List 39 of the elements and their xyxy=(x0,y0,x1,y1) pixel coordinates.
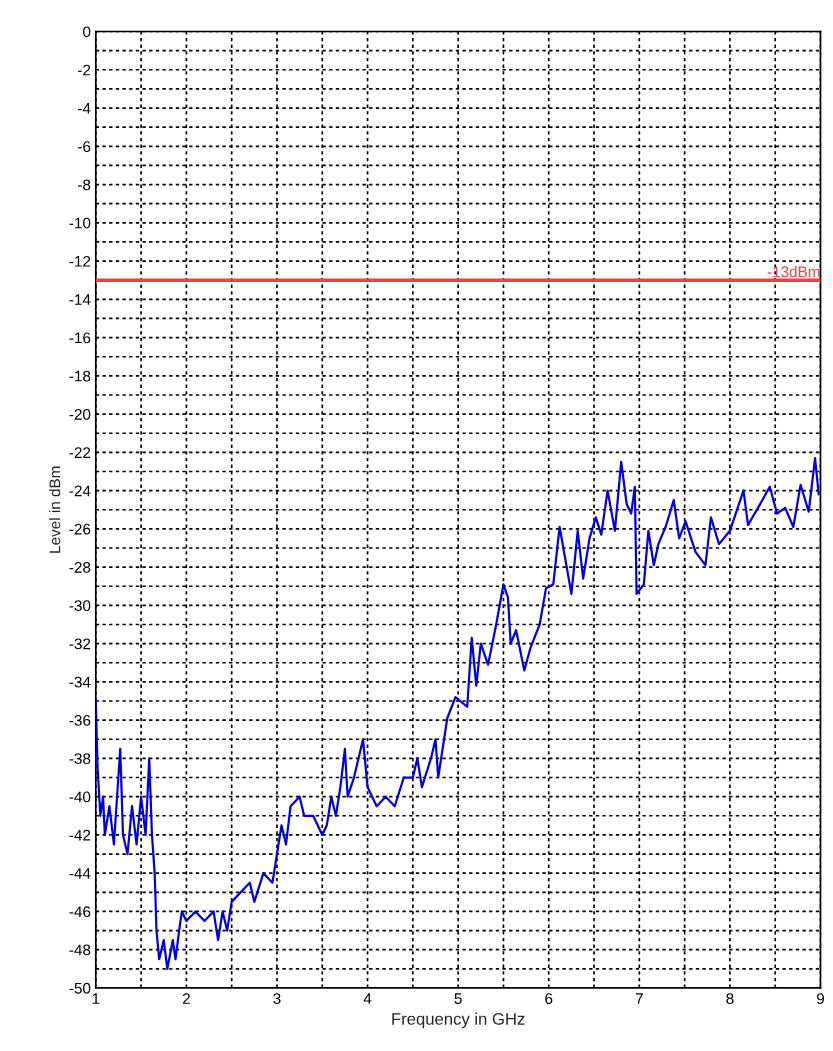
x-tick-label: 5 xyxy=(454,993,462,1005)
x-tick-label: 7 xyxy=(635,993,643,1004)
y-tick-label: -24 xyxy=(69,485,91,497)
y-tick-label: -48 xyxy=(69,944,91,956)
y-tick-label: -18 xyxy=(69,370,91,382)
y-tick-label: -44 xyxy=(69,868,91,879)
y-tick-label: -28 xyxy=(69,561,91,573)
y-tick-label: -36 xyxy=(69,715,91,726)
y-tick-label: -6 xyxy=(78,141,91,152)
y-tick-label: -32 xyxy=(69,638,91,650)
y-tick-label: -8 xyxy=(78,179,91,191)
x-tick-label: 1 xyxy=(92,993,100,1004)
y-tick-label: -22 xyxy=(69,447,91,458)
ref-line-label: -13dBm xyxy=(767,265,820,278)
x-axis-title: Frequency in GHz xyxy=(392,1012,525,1029)
y-tick-label: -42 xyxy=(69,829,91,841)
line-series xyxy=(95,456,820,970)
y-tick-label: -30 xyxy=(69,600,91,612)
x-tick-label: 8 xyxy=(726,993,734,1005)
y-tick-label: -16 xyxy=(69,332,91,344)
x-tick-label: 2 xyxy=(182,993,190,1004)
y-tick-label: -50 xyxy=(69,982,91,994)
x-tick-label: 4 xyxy=(363,993,372,1004)
y-tick-label: -20 xyxy=(69,408,91,420)
y-axis-title: Level in dBm xyxy=(49,466,61,553)
y-tick-label: -14 xyxy=(69,294,91,305)
y-tick-label: -34 xyxy=(69,676,91,688)
y-tick-label: -40 xyxy=(69,791,91,803)
y-tick-label: -46 xyxy=(69,906,91,918)
y-tick-label: 0 xyxy=(83,26,91,38)
y-tick-label: -38 xyxy=(69,753,91,765)
y-tick-label: -26 xyxy=(69,523,91,535)
y-tick-label: -2 xyxy=(78,64,91,76)
x-tick-label: 3 xyxy=(273,993,281,1005)
y-tick-label: -12 xyxy=(69,255,91,267)
x-tick-label: 6 xyxy=(545,993,553,1005)
y-tick-label: -10 xyxy=(69,217,91,229)
y-tick-label: -4 xyxy=(78,103,91,114)
x-tick-label: 9 xyxy=(816,993,825,1005)
